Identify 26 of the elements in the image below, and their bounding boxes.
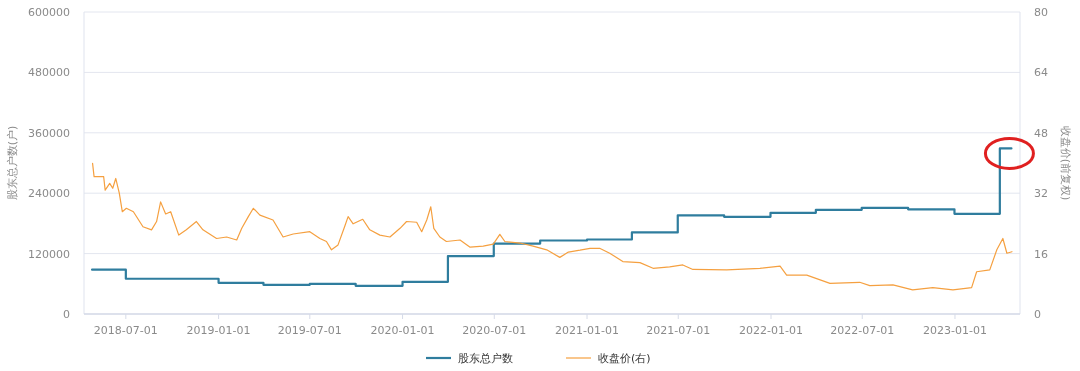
y2-tick-label: 80 xyxy=(1034,6,1048,19)
y-tick-label: 0 xyxy=(63,308,70,321)
legend-label: 股东总户数 xyxy=(458,352,513,365)
x-tick-label: 2023-01-01 xyxy=(923,324,987,337)
x-tick-label: 2018-07-01 xyxy=(93,324,158,337)
x-tick-label: 2019-01-01 xyxy=(186,324,251,337)
legend-label: 收盘价(右) xyxy=(598,352,651,365)
y2-tick-label: 48 xyxy=(1034,126,1048,140)
y-tick-label: 240000 xyxy=(28,187,70,201)
x-tick-label: 2022-01-01 xyxy=(739,324,803,337)
x-tick-label: 2021-07-01 xyxy=(646,324,711,337)
y2-tick-label: 16 xyxy=(1034,247,1048,261)
x-tick-label: 2020-07-01 xyxy=(462,324,527,337)
x-tick-label: 2022-07-01 xyxy=(830,324,895,337)
x-tick-label: 2021-01-01 xyxy=(555,324,619,337)
y2-tick-label: 32 xyxy=(1034,187,1048,201)
x-tick-label: 2020-01-01 xyxy=(370,324,435,337)
y-tick-label: 120000 xyxy=(28,247,70,261)
y-tick-label: 600000 xyxy=(28,6,70,19)
y-axis-title: 股东总户数(户) xyxy=(6,125,19,201)
y2-tick-label: 64 xyxy=(1034,66,1048,80)
x-tick-label: 2019-07-01 xyxy=(277,324,342,337)
y-tick-label: 480000 xyxy=(28,66,70,80)
y2-tick-label: 0 xyxy=(1034,308,1041,321)
y2-axis-title: 收盘价(前复权) xyxy=(1059,125,1072,201)
y-tick-label: 360000 xyxy=(28,126,70,140)
